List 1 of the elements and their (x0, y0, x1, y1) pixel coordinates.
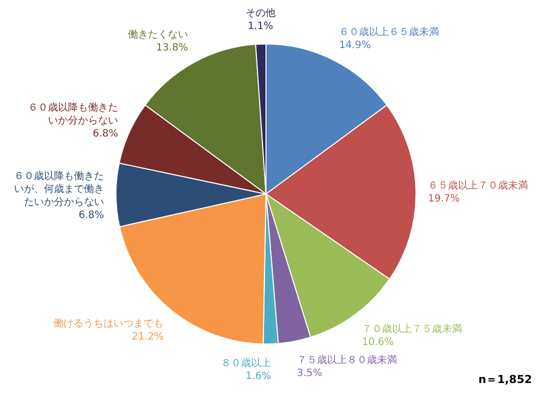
text: n＝1,852 (478, 373, 532, 386)
